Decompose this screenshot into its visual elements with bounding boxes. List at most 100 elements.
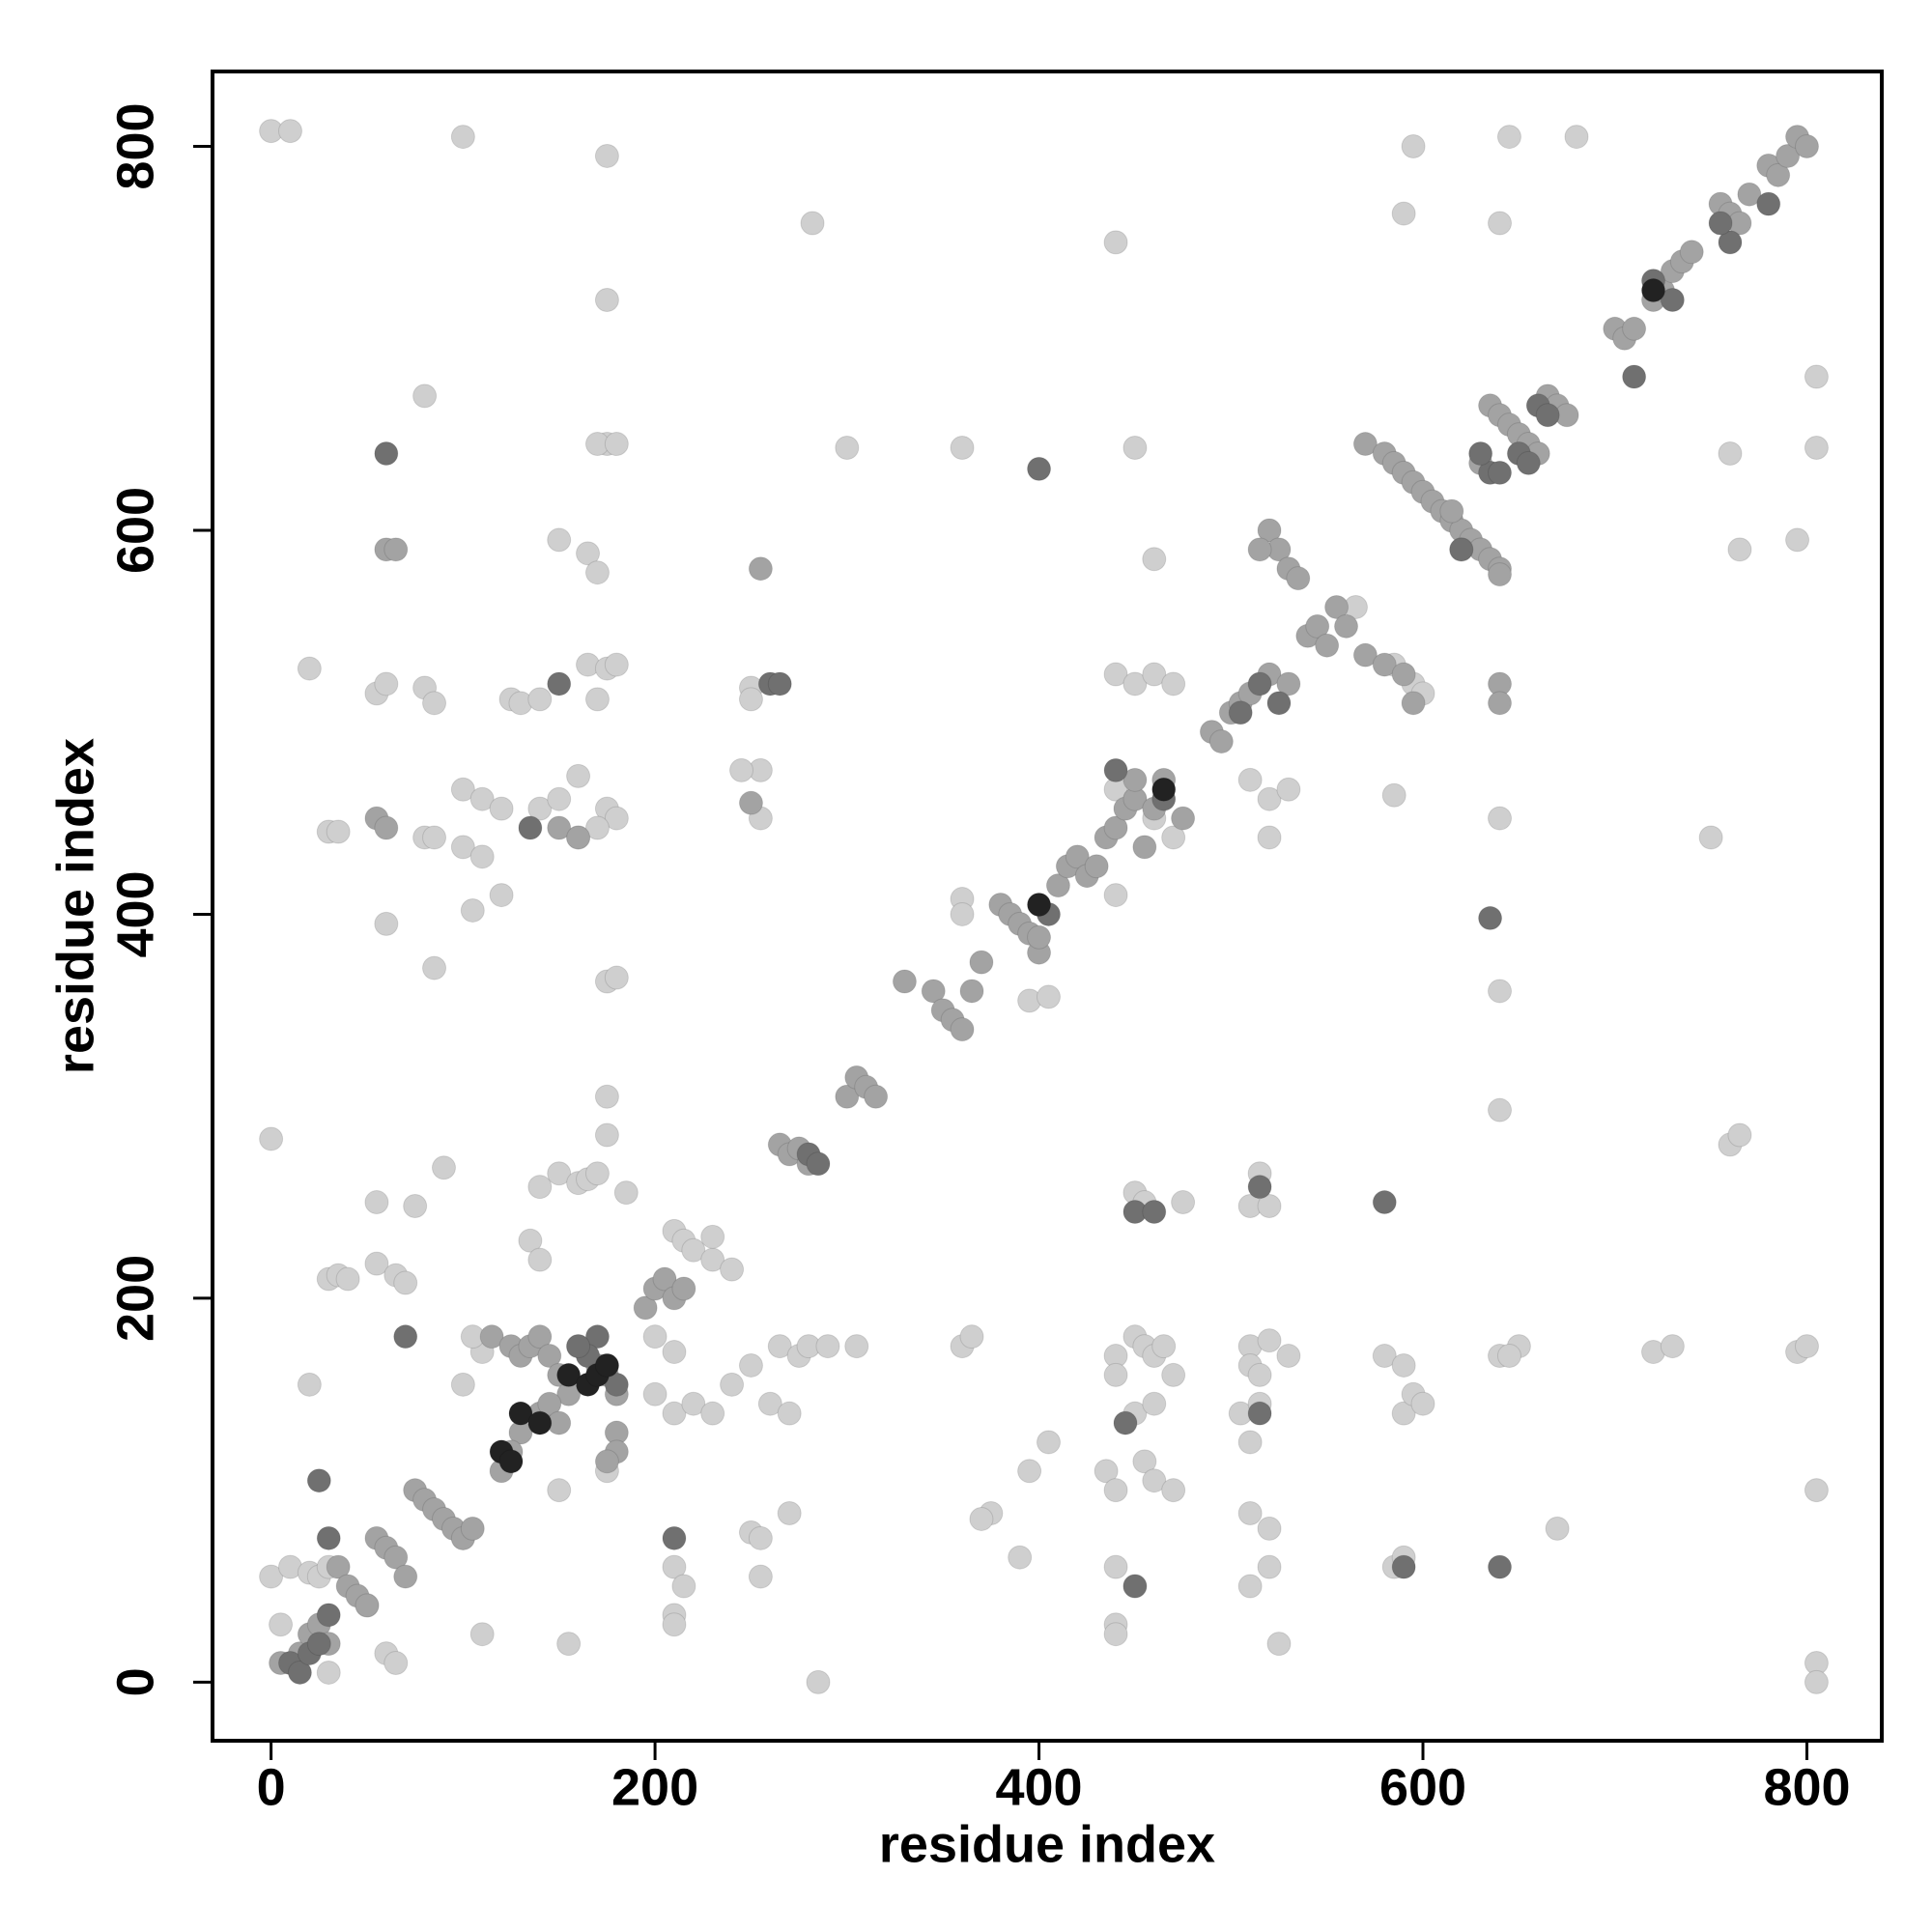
point (489, 883, 514, 908)
point (1391, 1352, 1416, 1378)
point (671, 1276, 696, 1301)
point (527, 1324, 553, 1350)
point (1488, 691, 1513, 716)
point (412, 384, 438, 409)
point (1372, 1190, 1397, 1215)
point (384, 537, 409, 562)
point (594, 1449, 619, 1474)
point (259, 1126, 284, 1151)
x-axis-label: residue index (879, 1815, 1215, 1873)
point (1804, 436, 1829, 461)
point (384, 1651, 409, 1676)
point (566, 825, 591, 850)
point (1094, 1459, 1119, 1484)
point (1622, 364, 1647, 389)
point (604, 806, 629, 831)
point (469, 1622, 495, 1647)
point (450, 777, 475, 802)
point (297, 656, 322, 681)
point (642, 1381, 668, 1406)
point (1737, 182, 1762, 207)
point (269, 1612, 294, 1637)
point (1171, 1190, 1196, 1215)
point (700, 1224, 725, 1249)
point (1045, 873, 1070, 898)
point (1237, 767, 1263, 792)
point (1247, 671, 1272, 696)
point (527, 1410, 553, 1435)
point (662, 1525, 687, 1550)
point (422, 691, 447, 716)
point (584, 1161, 610, 1186)
point (662, 1554, 687, 1579)
point (1237, 1500, 1263, 1525)
point (633, 1295, 658, 1321)
point (1103, 1554, 1128, 1579)
point (1247, 537, 1272, 562)
point (1103, 1478, 1128, 1503)
point (594, 1352, 619, 1378)
point (604, 965, 629, 990)
y-axis-label: residue index (46, 738, 104, 1074)
point (738, 790, 763, 815)
point (1122, 767, 1148, 792)
point (720, 1372, 745, 1397)
point (1142, 1468, 1167, 1493)
point (1727, 1122, 1752, 1148)
point (1122, 1574, 1148, 1599)
point (450, 1372, 475, 1397)
point (1276, 777, 1301, 802)
point (1352, 432, 1378, 457)
point (892, 969, 917, 994)
point (777, 1401, 802, 1426)
y-tick-label: 400 (106, 870, 164, 957)
point (489, 796, 514, 821)
point (1103, 815, 1128, 840)
point (584, 1324, 610, 1350)
point (1622, 316, 1647, 341)
point (969, 950, 994, 975)
x-tick-label: 0 (257, 1758, 286, 1816)
point (1794, 134, 1819, 159)
point (393, 1324, 418, 1350)
point (547, 527, 572, 553)
point (1103, 757, 1128, 782)
point (1142, 547, 1167, 572)
point (1142, 1199, 1167, 1224)
point (1103, 662, 1128, 687)
point (1496, 1344, 1521, 1369)
point (576, 541, 601, 566)
point (864, 1084, 889, 1109)
point (1391, 662, 1416, 687)
point (1257, 1554, 1282, 1579)
plot-points (259, 119, 1829, 1694)
point (815, 1334, 840, 1359)
point (393, 1270, 418, 1295)
point (959, 979, 984, 1004)
x-tick-label: 400 (995, 1758, 1082, 1816)
point (1027, 893, 1052, 918)
point (1286, 566, 1311, 591)
point (316, 1525, 341, 1550)
point (738, 1352, 763, 1378)
point (950, 436, 975, 461)
point (259, 1564, 284, 1589)
point (422, 955, 447, 980)
y-tick-label: 800 (106, 102, 164, 189)
point (1103, 230, 1128, 255)
point (364, 1190, 389, 1215)
point (1352, 642, 1378, 668)
point (1151, 777, 1177, 802)
point (959, 1324, 984, 1350)
point (1718, 440, 1743, 466)
point (1142, 662, 1167, 687)
point (364, 1251, 389, 1276)
point (1698, 825, 1723, 850)
point (594, 1122, 619, 1148)
point (604, 1372, 629, 1397)
point (748, 1525, 773, 1550)
point (450, 125, 475, 150)
point (604, 432, 629, 457)
point (566, 1334, 591, 1359)
point (527, 687, 553, 712)
